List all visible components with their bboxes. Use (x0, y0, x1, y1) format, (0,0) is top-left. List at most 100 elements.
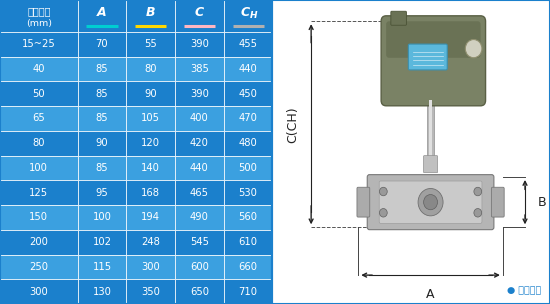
Text: 545: 545 (190, 237, 209, 247)
Circle shape (418, 188, 443, 216)
Bar (224, 0, 272, 32)
Circle shape (379, 187, 387, 196)
Bar (224, 230, 272, 254)
Text: 194: 194 (141, 212, 160, 223)
Text: 85: 85 (96, 113, 108, 123)
Text: 70: 70 (96, 39, 108, 49)
Bar (224, 131, 272, 156)
Bar (126, 131, 175, 156)
FancyBboxPatch shape (381, 16, 486, 106)
Bar (224, 205, 272, 230)
Text: 440: 440 (190, 163, 209, 173)
Bar (0, 180, 78, 205)
Bar (175, 57, 224, 81)
Bar (175, 230, 224, 254)
Text: B: B (146, 6, 156, 19)
Bar (0, 131, 78, 156)
Bar (126, 156, 175, 180)
Text: 660: 660 (239, 262, 257, 272)
Text: 80: 80 (145, 64, 157, 74)
Bar (78, 131, 126, 156)
Text: 530: 530 (239, 188, 257, 198)
Bar (78, 32, 126, 57)
Text: 仪表口径: 仪表口径 (27, 6, 51, 16)
Bar (175, 106, 224, 131)
Text: 400: 400 (190, 113, 209, 123)
Text: 450: 450 (239, 89, 257, 99)
Bar (224, 180, 272, 205)
Text: C: C (240, 6, 249, 19)
Text: 490: 490 (190, 212, 209, 223)
Text: (mm): (mm) (26, 19, 52, 29)
Bar (427, 100, 434, 157)
Text: 420: 420 (190, 138, 209, 148)
Text: 650: 650 (190, 287, 209, 297)
Text: 470: 470 (239, 113, 257, 123)
Bar (430, 100, 432, 157)
Bar (78, 106, 126, 131)
Text: 105: 105 (141, 113, 160, 123)
Text: ● 常规仪表: ● 常规仪表 (508, 286, 542, 295)
Bar (224, 106, 272, 131)
Text: 100: 100 (92, 212, 112, 223)
Text: 560: 560 (239, 212, 257, 223)
Text: 710: 710 (239, 287, 257, 297)
Text: 80: 80 (32, 138, 45, 148)
Text: 90: 90 (145, 89, 157, 99)
Bar (78, 156, 126, 180)
Bar (78, 57, 126, 81)
Bar (175, 156, 224, 180)
Text: 200: 200 (29, 237, 48, 247)
Bar (175, 81, 224, 106)
Bar (175, 32, 224, 57)
FancyBboxPatch shape (379, 181, 482, 223)
Bar (224, 254, 272, 279)
Text: 500: 500 (239, 163, 257, 173)
Text: C(CH): C(CH) (287, 106, 300, 143)
Bar (0, 32, 78, 57)
Bar (0, 156, 78, 180)
Bar (0, 0, 78, 32)
Text: 125: 125 (29, 188, 48, 198)
Circle shape (474, 209, 482, 217)
Text: 120: 120 (141, 138, 160, 148)
Text: 40: 40 (32, 64, 45, 74)
Bar (126, 106, 175, 131)
Text: 480: 480 (239, 138, 257, 148)
Bar (126, 57, 175, 81)
Bar (78, 180, 126, 205)
Text: A: A (426, 288, 435, 301)
Text: B: B (537, 196, 546, 209)
Bar (0, 106, 78, 131)
Bar (78, 81, 126, 106)
Text: 150: 150 (29, 212, 48, 223)
Text: 610: 610 (239, 237, 257, 247)
Bar (78, 254, 126, 279)
Text: 130: 130 (92, 287, 112, 297)
Text: 85: 85 (96, 64, 108, 74)
FancyBboxPatch shape (386, 21, 481, 58)
Text: 65: 65 (32, 113, 45, 123)
Bar (175, 131, 224, 156)
Text: 600: 600 (190, 262, 209, 272)
Bar (126, 32, 175, 57)
Text: 390: 390 (190, 89, 209, 99)
Bar (0, 57, 78, 81)
Bar (224, 279, 272, 304)
Text: 140: 140 (141, 163, 160, 173)
Circle shape (474, 187, 482, 196)
FancyBboxPatch shape (357, 187, 370, 217)
FancyBboxPatch shape (424, 156, 438, 173)
Text: 248: 248 (141, 237, 160, 247)
FancyBboxPatch shape (391, 11, 406, 25)
Bar (224, 81, 272, 106)
Text: 90: 90 (96, 138, 108, 148)
Bar (224, 156, 272, 180)
Bar (126, 0, 175, 32)
Text: 85: 85 (96, 89, 108, 99)
Bar (78, 205, 126, 230)
Circle shape (424, 195, 437, 210)
Bar (175, 0, 224, 32)
Bar (175, 279, 224, 304)
Bar (175, 180, 224, 205)
